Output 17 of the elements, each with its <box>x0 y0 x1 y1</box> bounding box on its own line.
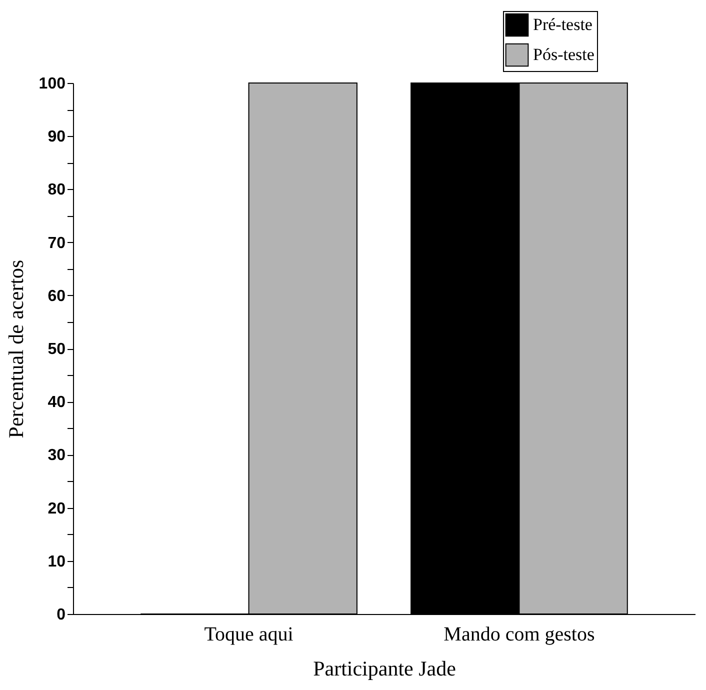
y-tick-label: 40 <box>48 394 66 412</box>
x-tick-label: Mando com gestos <box>444 624 595 646</box>
legend-label: Pós-teste <box>533 45 594 64</box>
y-tick-label: 20 <box>48 500 66 518</box>
x-axis-title: Participante Jade <box>313 656 456 680</box>
y-tick-label: 70 <box>48 234 66 252</box>
y-tick-label: 10 <box>48 553 66 570</box>
y-tick-label: 90 <box>48 128 66 146</box>
y-tick-label: 80 <box>48 182 66 199</box>
legend-label: Pré-teste <box>533 15 592 34</box>
y-axis-title: Percentual de acertos <box>4 260 28 438</box>
y-tick-label: 60 <box>48 288 66 305</box>
y-tick-label: 30 <box>48 447 66 464</box>
y-tick-label: 100 <box>38 76 66 92</box>
y-tick-label: 0 <box>56 606 66 624</box>
x-tick-label: Toque aqui <box>204 624 294 646</box>
y-tick-label: 50 <box>48 341 66 358</box>
